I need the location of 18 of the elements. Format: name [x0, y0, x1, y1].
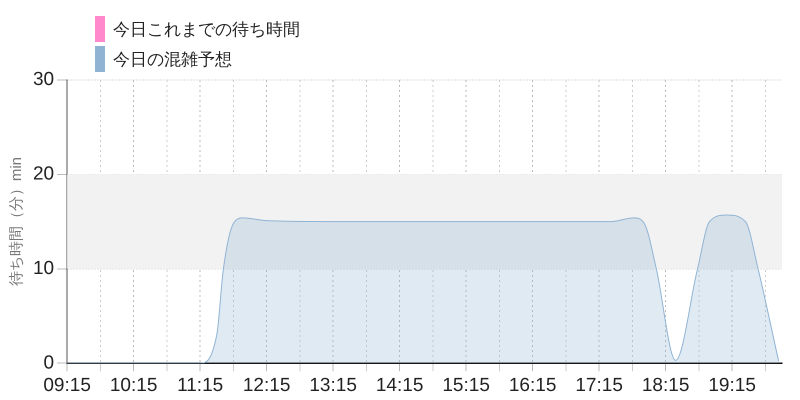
legend-label: 今日これまでの待ち時間	[113, 18, 300, 40]
legend-label: 今日の混雑予想	[113, 48, 232, 70]
x-tick-label: 15:15	[442, 374, 490, 396]
x-tick-label: 12:15	[242, 374, 290, 396]
x-tick-label: 09:15	[43, 374, 91, 396]
x-tick-label: 10:15	[110, 374, 158, 396]
x-tick-label: 17:15	[575, 374, 623, 396]
x-tick-label: 16:15	[508, 374, 556, 396]
x-tick-label: 11:15	[177, 374, 224, 396]
x-tick-label: 18:15	[642, 374, 690, 396]
y-tick-label: 30	[32, 69, 54, 90]
x-tick-label: 13:15	[309, 374, 357, 396]
y-tick-label: 10	[32, 258, 54, 280]
y-tick-label: 0	[44, 352, 54, 374]
y-tick-label: 20	[32, 164, 54, 185]
y-axis-title: 待ち時間（分）min	[8, 157, 26, 286]
x-tick-label: 19:15	[708, 374, 756, 396]
x-tick-label: 14:15	[376, 374, 424, 396]
